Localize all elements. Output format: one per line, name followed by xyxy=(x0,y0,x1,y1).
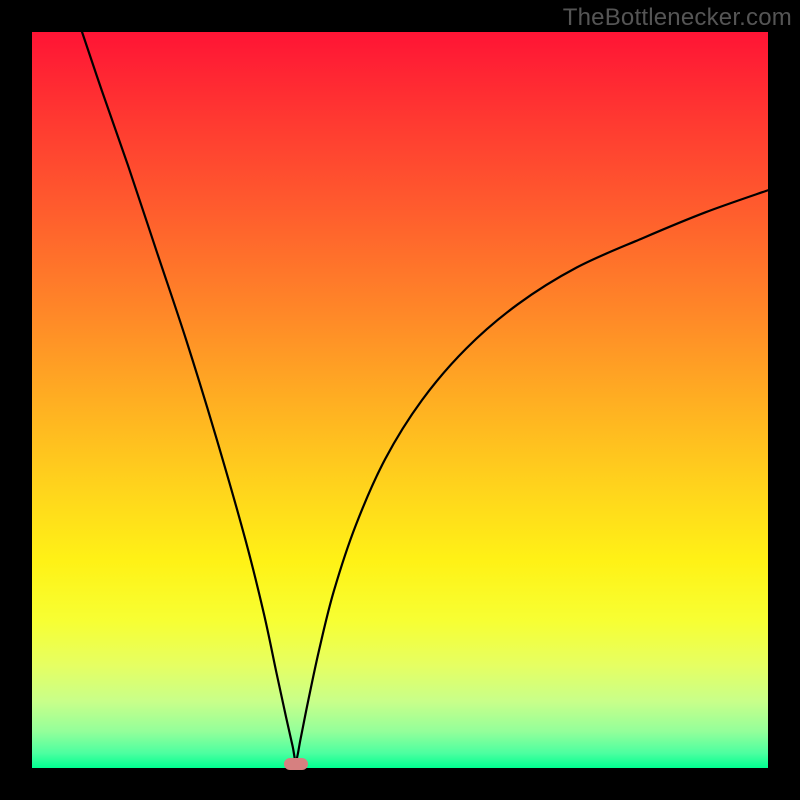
border-bottom xyxy=(0,768,800,800)
chart-frame: TheBottlenecker.com xyxy=(0,0,800,800)
watermark-text: TheBottlenecker.com xyxy=(563,4,792,32)
border-left xyxy=(0,0,32,800)
bottleneck-curve xyxy=(32,32,768,768)
border-right xyxy=(768,0,800,800)
plot-area xyxy=(32,32,768,768)
apex-marker xyxy=(284,758,308,770)
